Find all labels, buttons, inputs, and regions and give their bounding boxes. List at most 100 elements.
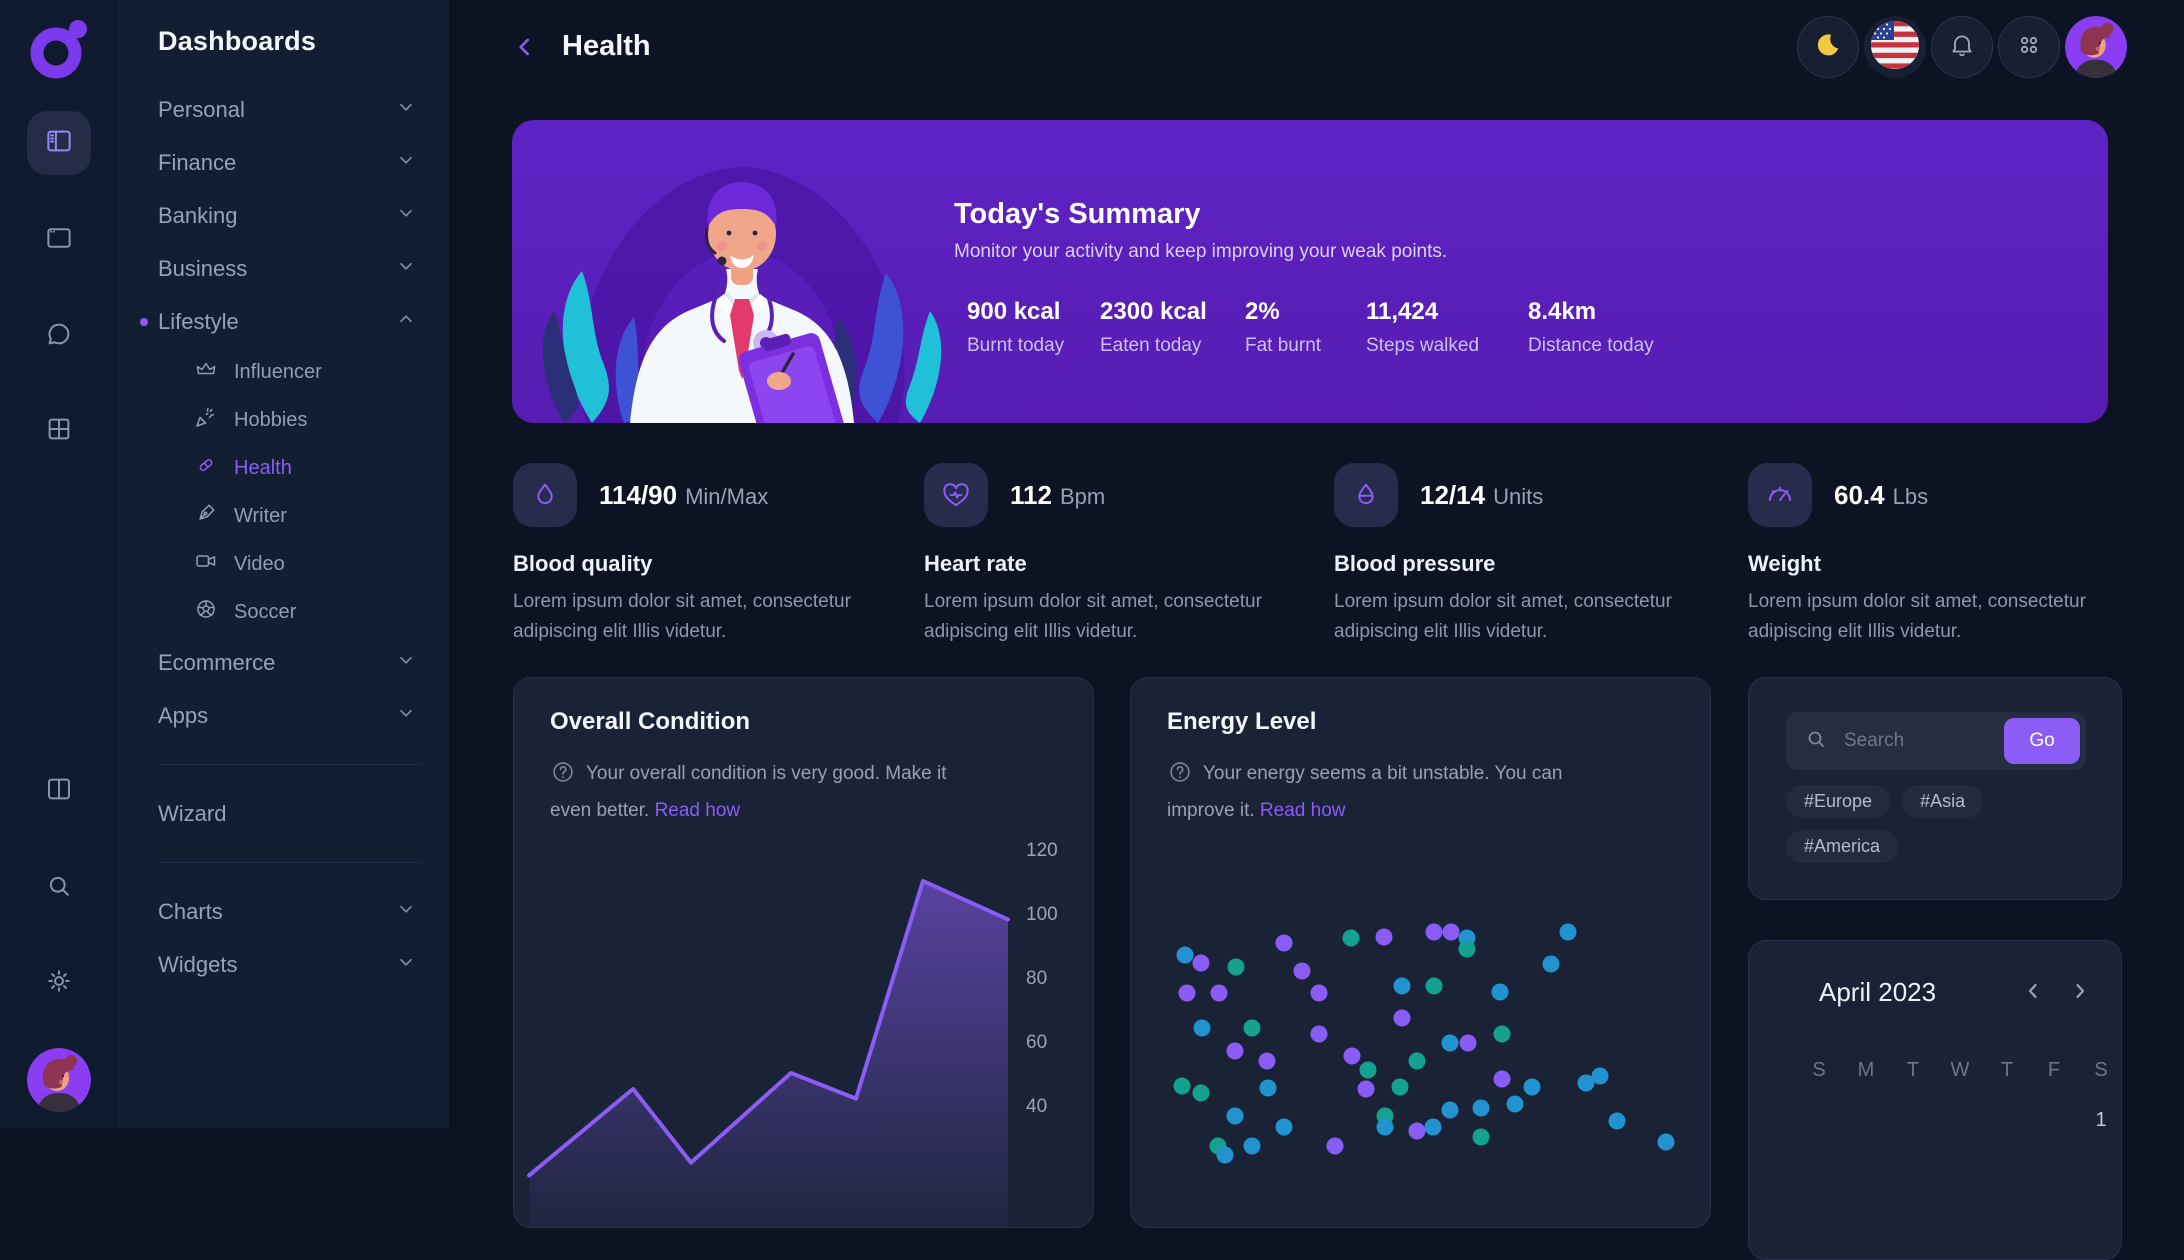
crown-icon	[194, 357, 218, 387]
sidebar-user-avatar[interactable]	[27, 1048, 91, 1112]
tag-europe[interactable]: #Europe	[1786, 785, 1891, 818]
sidebar-item-ecommerce[interactable]: Ecommerce	[158, 636, 421, 689]
tag-america[interactable]: #America	[1786, 830, 1899, 863]
y-tick-label: 80	[1026, 968, 1047, 989]
banner-stat-value: 900 kcal	[967, 298, 1061, 325]
sidebar-menu: Dashboards Personal Finance Banking Busines…	[118, 0, 450, 1128]
chevron-down-icon	[395, 898, 417, 926]
sidebar-subitem-label: Hobbies	[234, 408, 308, 431]
theme-toggle-button[interactable]	[1797, 16, 1859, 78]
stat-card-head: 12/14 Units	[1334, 463, 1708, 527]
sidebar-item-personal[interactable]: Personal	[158, 83, 421, 136]
notifications-button[interactable]	[1931, 16, 1993, 78]
sidebar-item-widgets[interactable]: Widgets	[158, 938, 421, 991]
sidebar-subitem-soccer[interactable]: Soccer	[158, 588, 421, 636]
back-chevron-icon[interactable]	[512, 34, 538, 60]
sidebar-subitem-video[interactable]: Video	[158, 540, 421, 588]
app-logo-icon[interactable]	[25, 16, 93, 84]
banner-stat: 11,424 Steps walked	[1366, 298, 1479, 357]
scatter-dot	[1506, 1095, 1524, 1113]
sidebar-item-wizard[interactable]: Wizard	[158, 787, 421, 840]
rail-item-settings[interactable]	[27, 951, 91, 1015]
stat-card-title: Weight	[1748, 551, 1821, 576]
droplet-icon	[513, 463, 577, 527]
calendar-day-header: M	[1857, 1059, 1875, 1081]
calendar-next-icon[interactable]	[2068, 979, 2092, 1003]
scatter-dot	[1375, 928, 1393, 946]
sidebar-subitem-health[interactable]: Health	[158, 444, 421, 492]
apps-menu-button[interactable]	[1998, 16, 2060, 78]
read-how-link[interactable]: Read how	[1259, 800, 1346, 821]
search-box: Go	[1786, 712, 2086, 770]
stat-unit: Bpm	[1059, 483, 1106, 509]
search-input[interactable]	[1842, 729, 1992, 753]
calendar-day-header: S	[2094, 1059, 2108, 1081]
scatter-dot	[1359, 1061, 1377, 1079]
sidebar-item-label: Wizard	[158, 800, 227, 826]
search-icon	[44, 871, 74, 906]
sidebar-item-banking[interactable]: Banking	[158, 189, 421, 242]
rail-item-dashboards[interactable]	[27, 111, 91, 175]
rail-item-apps[interactable]	[27, 399, 91, 463]
scatter-dot	[1408, 1122, 1426, 1140]
rail-item-windows[interactable]	[27, 208, 91, 272]
sidebar-item-apps[interactable]: Apps	[158, 689, 421, 742]
scatter-dot	[1216, 1146, 1234, 1164]
scatter-dot	[1192, 1084, 1210, 1102]
scatter-dot	[1176, 946, 1194, 964]
grid-icon	[44, 414, 74, 449]
sidebar-subitem-writer[interactable]: Writer	[158, 492, 421, 540]
party-popper-icon	[194, 405, 218, 435]
search-icon	[1804, 727, 1828, 756]
go-button[interactable]: Go	[2004, 718, 2080, 764]
banner-stat-label: Burnt today	[967, 335, 1065, 356]
scatter-dot	[1425, 923, 1443, 941]
sidebar-item-label: Personal	[158, 96, 245, 122]
sidebar-item-business[interactable]: Business	[158, 242, 421, 295]
blood-pressure-icon	[1334, 463, 1398, 527]
rail-item-search[interactable]	[27, 856, 91, 920]
stat-card-weight: 60.4 Lbs Weight Lorem ipsum dolor sit amet,…	[1748, 463, 2122, 647]
banner-subtitle: Monitor your activity and keep improving…	[954, 241, 1448, 262]
chevron-down-icon	[395, 255, 417, 283]
y-axis-labels: 120 100 80 60 40	[1026, 840, 1058, 1117]
apps-grid-icon	[2015, 31, 2043, 64]
overall-condition-title: Overall Condition	[550, 708, 751, 735]
scatter-dot	[1391, 1078, 1409, 1096]
scatter-dot	[1258, 1052, 1276, 1070]
user-avatar[interactable]	[2065, 16, 2127, 78]
chevron-down-icon	[395, 149, 417, 177]
sidebar-item-label: Charts	[158, 898, 223, 924]
stat-card-blood-pressure: 12/14 Units Blood pressure Lorem ipsum dolo…	[1334, 463, 1708, 647]
overall-condition-card: Overall Condition Your overall condition…	[513, 677, 1094, 1228]
stat-card-head: 112 Bpm	[924, 463, 1298, 527]
stat-card-title: Heart rate	[924, 551, 1027, 576]
scatter-dot	[1210, 984, 1228, 1002]
rail-item-messages[interactable]	[27, 304, 91, 368]
scatter-dot	[1293, 962, 1311, 980]
stat-card-head: 114/90 Min/Max	[513, 463, 887, 527]
pen-nib-icon	[194, 501, 218, 531]
stat-value: 114/90	[599, 479, 678, 510]
tag-list: #Europe #Asia #America	[1786, 785, 2036, 863]
scatter-dot	[1227, 958, 1245, 976]
sidebar-item-lifestyle[interactable]: Lifestyle	[140, 295, 421, 348]
calendar-day-header: T	[2000, 1059, 2014, 1081]
calendar-date-cell[interactable]: 1	[2095, 1109, 2107, 1131]
rail-item-layout[interactable]	[27, 759, 91, 823]
sidebar-subitem-influencer[interactable]: Influencer	[158, 348, 421, 396]
scatter-dot	[1310, 1025, 1328, 1043]
note-text: Your energy seems a bit unstable. You ca…	[1167, 763, 1563, 821]
scatter-dot	[1393, 1009, 1411, 1027]
calendar-prev-icon[interactable]	[2021, 979, 2045, 1003]
banner-stat-label: Eaten today	[1100, 335, 1202, 356]
sidebar-item-finance[interactable]: Finance	[158, 136, 421, 189]
tag-asia[interactable]: #Asia	[1902, 785, 1984, 818]
banner-stat: 2300 kcal Eaten today	[1100, 298, 1207, 357]
sidebar-subitem-hobbies[interactable]: Hobbies	[158, 396, 421, 444]
sidebar-item-charts[interactable]: Charts	[158, 885, 421, 938]
banner-stat: 2% Fat burnt	[1245, 298, 1321, 357]
language-button[interactable]	[1864, 16, 1926, 78]
scatter-dot	[1343, 1047, 1361, 1065]
read-how-link[interactable]: Read how	[654, 800, 741, 821]
